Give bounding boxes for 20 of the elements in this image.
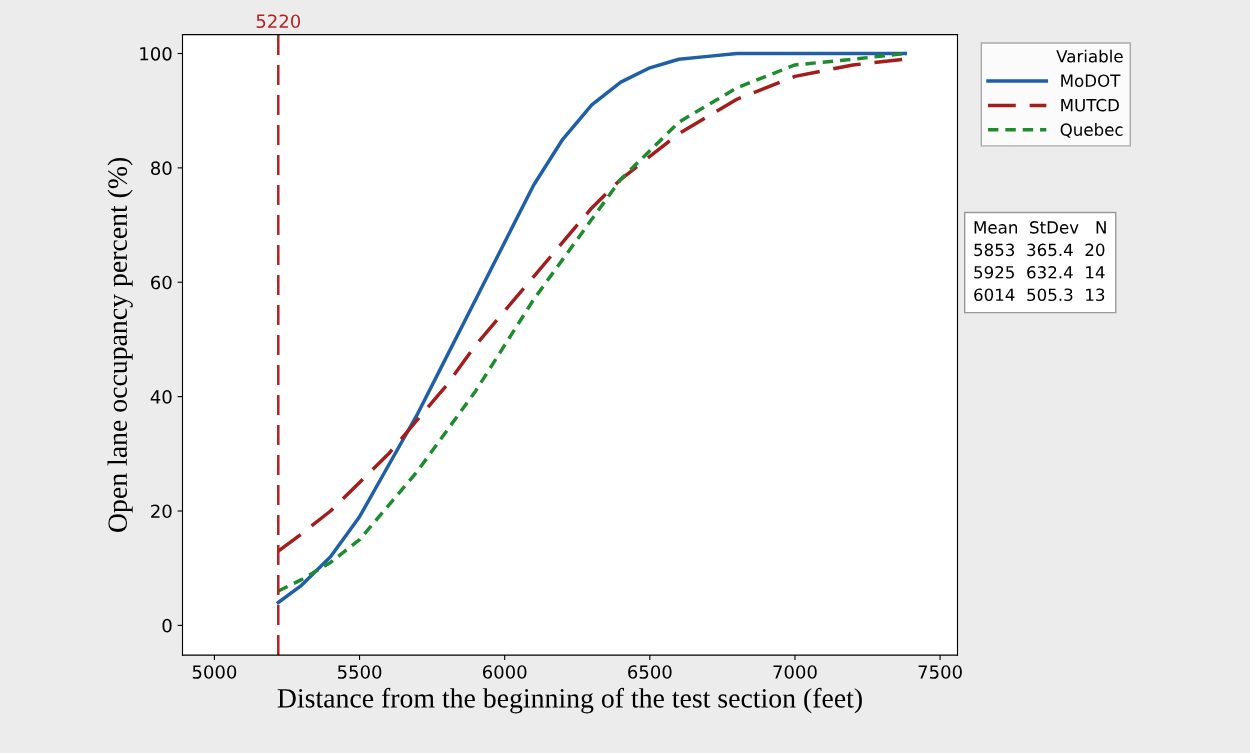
y-tick-label: 0 (162, 618, 172, 633)
legend-label: MoDOT (1061, 74, 1121, 87)
x-tick-label: 6000 (482, 665, 527, 679)
x-tick-label: 7500 (918, 665, 962, 679)
ref-line-label: 5220 (256, 14, 301, 29)
legend-label: MUTCD (1061, 98, 1119, 112)
legend-label: Quebec (1060, 123, 1123, 138)
x-tick-label: 7000 (773, 665, 817, 679)
text: Mean StDev N 5853 365.4 20 5925 632.4 14 6014 505.3 13 (974, 221, 1106, 302)
y-tick-label: 60 (151, 275, 172, 290)
y-tick-label: 80 (151, 161, 172, 175)
y-tick-label: 100 (140, 46, 172, 61)
x-tick-label: 6500 (628, 665, 672, 679)
y-axis-title: Open lane occupancy percent (%) (107, 157, 133, 532)
legend-title: Variable (1056, 49, 1123, 63)
y-tick-label: 40 (150, 390, 172, 404)
y-tick-label: 20 (151, 504, 172, 519)
x-tick-label: 5500 (337, 665, 382, 679)
x-tick-label: 5000 (192, 665, 237, 679)
x-axis-title: Distance from the beginning of the test section (feet) (277, 687, 862, 714)
